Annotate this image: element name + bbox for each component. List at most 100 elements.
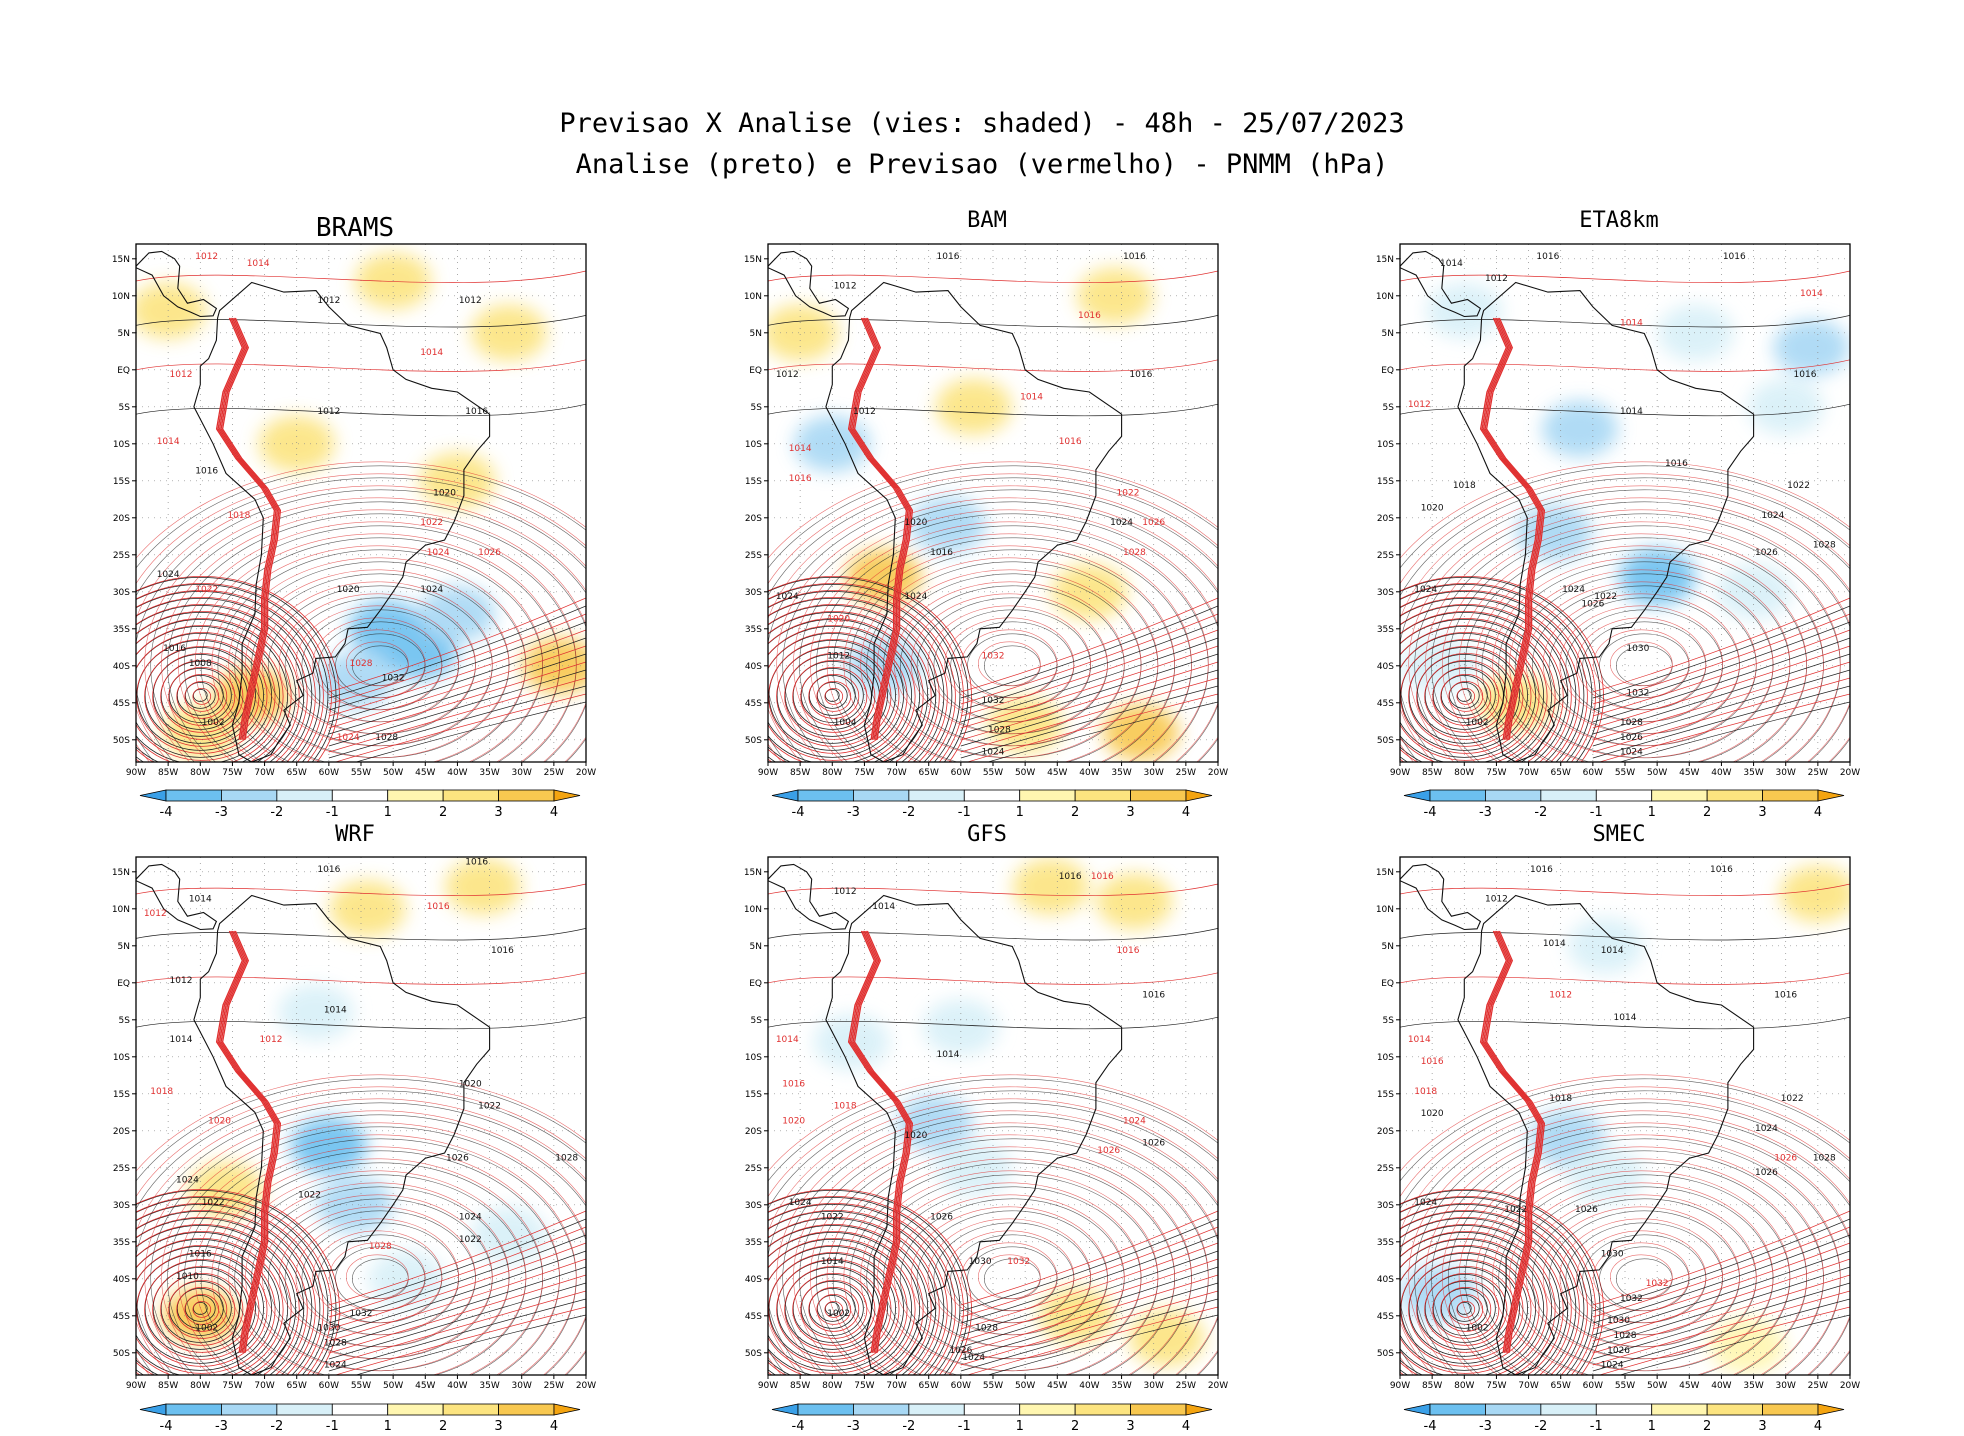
- forecast-isobar: [768, 473, 1218, 762]
- analysis-isobar: [136, 1204, 321, 1375]
- isobar-label: 1030: [1601, 1250, 1624, 1260]
- lat-tick-label: 35S: [113, 625, 130, 635]
- forecast-isobar: [328, 1274, 586, 1354]
- isobar-label: 1016: [1142, 991, 1165, 1001]
- forecast-isobar: [1592, 645, 1850, 729]
- isobar-label: 1024: [776, 592, 799, 602]
- forecast-isobar: [194, 1146, 560, 1375]
- forecast-isobar: [1592, 1258, 1850, 1342]
- forecast-isobar: [847, 317, 908, 740]
- forecast-isobar: [816, 680, 852, 712]
- south-america-coastline: [825, 281, 1123, 762]
- analysis-isobar: [1400, 465, 1850, 569]
- figure-title-line-1: Previsao X Analise (vies: shaded) - 48h …: [559, 108, 1405, 139]
- isobar-label: 1032: [1007, 1257, 1030, 1267]
- forecast-isobar: [1400, 1231, 1556, 1375]
- forecast-isobar: [211, 1158, 543, 1375]
- forecast-isobar: [168, 1279, 236, 1339]
- colorbar-segment: [165, 789, 222, 802]
- isobar-label: 1022: [459, 1235, 482, 1245]
- forecast-isobar: [1593, 629, 1690, 699]
- colorbar-segment: [797, 1403, 854, 1416]
- forecast-isobar: [184, 1293, 220, 1325]
- isobar-label: 1014: [1614, 1013, 1637, 1023]
- analysis-isobar: [1400, 1204, 1585, 1375]
- lon-tick-label: 20W: [576, 768, 596, 778]
- lat-tick-label: 40S: [745, 1275, 762, 1285]
- forecast-isobar: [215, 930, 276, 1353]
- analysis-isobar: [136, 1232, 289, 1375]
- lat-tick-label: 15S: [113, 477, 130, 487]
- forecast-isobar: [194, 533, 560, 762]
- analysis-isobar: [1431, 513, 1850, 762]
- colorbar-label: 3: [1758, 805, 1766, 820]
- analysis-isobar: [1431, 1126, 1850, 1375]
- forecast-isobar: [1400, 625, 1548, 762]
- isobar-label: 1026: [1774, 1153, 1797, 1163]
- lon-tick-label: 25W: [1176, 1381, 1196, 1391]
- figure-title-line-2: Analise (preto) e Previsao (vermelho) - …: [575, 149, 1389, 180]
- forecast-isobar: [1485, 317, 1546, 740]
- isobar-label: 1024: [1620, 748, 1643, 758]
- bias-shading-blob: [329, 880, 406, 937]
- forecast-isobar: [217, 930, 277, 1353]
- forecast-isobar: [768, 1074, 1218, 1172]
- bias-shading-blob: [278, 984, 354, 1041]
- isobar-labels: 1016 1016 1012 1014 1014 1016 1012 1014 1014 1016…: [1408, 865, 1836, 1371]
- isobar-label: 1016: [163, 644, 186, 654]
- colorbar-segment: [1403, 789, 1431, 802]
- colorbar-label: -4: [792, 805, 805, 820]
- isobar-label: 1022: [202, 1198, 225, 1208]
- lon-tick-label: 80W: [822, 768, 842, 778]
- forecast-isobar: [808, 1286, 860, 1332]
- analysis-isobar: [1414, 501, 1850, 762]
- forecast-isobar: [1592, 1290, 1850, 1366]
- forecast-isobar: [144, 497, 586, 762]
- analysis-isobar: [136, 1252, 264, 1364]
- lat-tick-label: 25S: [1377, 551, 1394, 561]
- colorbar-segment: [1651, 1403, 1708, 1416]
- isobar-label: 1016: [1710, 865, 1733, 875]
- lat-tick-label: 50S: [1377, 1349, 1394, 1359]
- bias-shading-blob: [188, 1162, 264, 1218]
- forecast-isobar: [136, 1217, 308, 1375]
- analysis-isobar: [150, 1114, 586, 1375]
- isobar-label: 1024: [1414, 1198, 1437, 1208]
- isobar-label: 1030: [1626, 644, 1649, 654]
- isobar-label: 1014: [1543, 939, 1566, 949]
- analysis-isobar: [960, 1266, 1218, 1348]
- forecast-isobar: [792, 659, 876, 733]
- isobar-label: 1026: [949, 1346, 972, 1356]
- forecast-isobar: [211, 545, 543, 762]
- isobar-label: 1028: [975, 1324, 998, 1334]
- isobar-label: 1028: [324, 1338, 347, 1348]
- south-america-coastline: [1457, 894, 1755, 1375]
- south-america-coastline: [193, 894, 491, 1375]
- colorbar-label: 4: [550, 805, 558, 820]
- forecast-isobar: [977, 1254, 1041, 1300]
- analysis-isobar: [1400, 1239, 1545, 1375]
- colorbar-label: 3: [494, 1419, 502, 1434]
- lon-tick-label: 25W: [1808, 768, 1828, 778]
- isobar-label: 1016: [1129, 370, 1152, 380]
- analysis-isobar: [824, 1301, 840, 1315]
- analysis-isobar: [136, 1218, 305, 1375]
- isobar-lines: [1400, 883, 1850, 1375]
- panel-title-gfs: GFS: [967, 822, 1007, 847]
- analysis-isobar: [960, 1250, 1218, 1336]
- lon-tick-label: 40W: [447, 768, 467, 778]
- lat-tick-label: EQ: [749, 366, 762, 376]
- forecast-isobar: [768, 972, 1218, 985]
- isobar-label: 1032: [982, 696, 1005, 706]
- lat-tick-label: 50S: [113, 736, 130, 746]
- forecast-isobar: [960, 1258, 1218, 1342]
- analysis-isobar: [1400, 577, 1601, 762]
- forecast-isobar: [1542, 1206, 1740, 1348]
- forecast-isobar: [768, 618, 924, 762]
- colorbar-segment: [1429, 789, 1486, 802]
- lat-tick-label: 15N: [1376, 255, 1394, 265]
- lon-tick-label: 65W: [287, 1381, 307, 1391]
- isobar-label: 1024: [420, 585, 443, 595]
- forecast-isobar: [824, 1300, 844, 1318]
- analysis-isobar: [150, 501, 586, 762]
